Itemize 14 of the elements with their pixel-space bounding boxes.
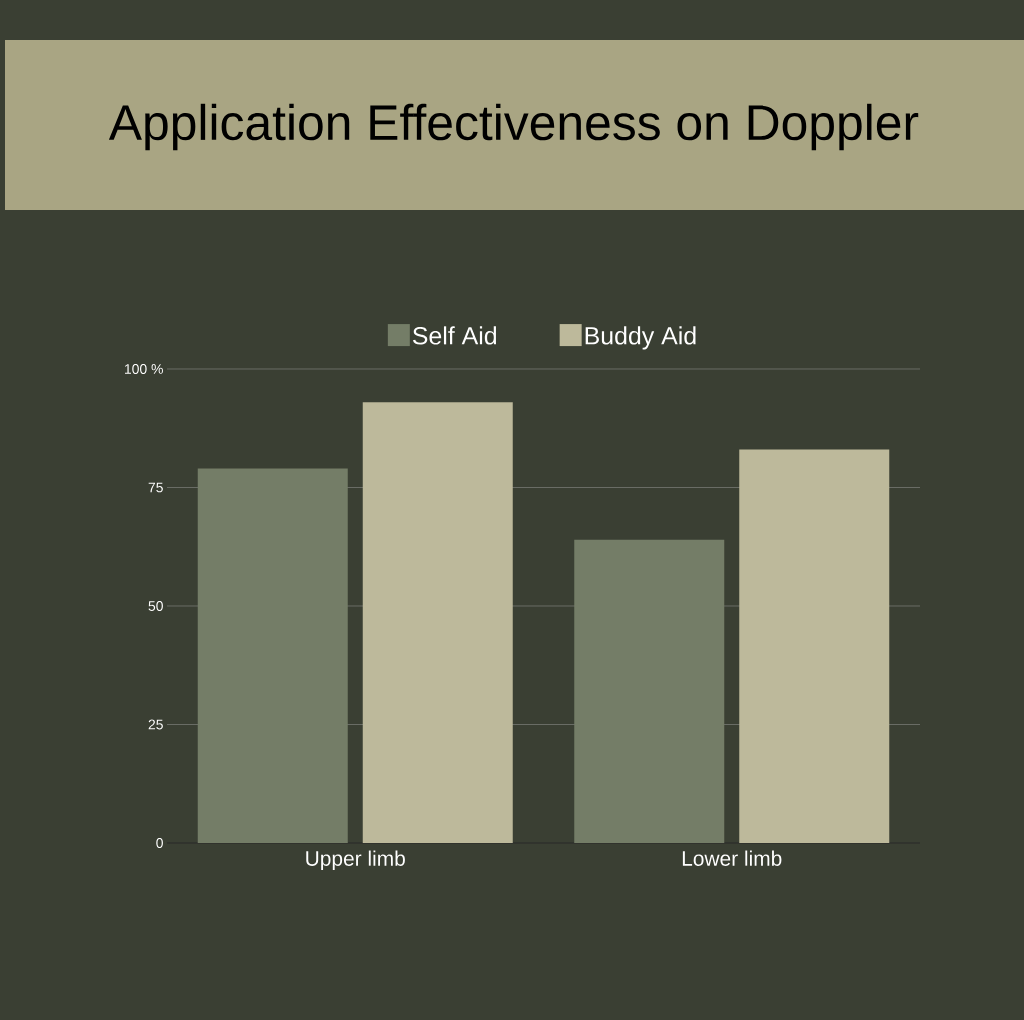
y-tick-label: 25 [148, 719, 163, 730]
bar [739, 449, 890, 843]
y-tick-label: 75 [148, 482, 163, 493]
bar [574, 539, 725, 843]
x-tick-label: Upper limb [306, 850, 405, 871]
y-tick-label: 100 % [125, 364, 163, 374]
bar [197, 468, 348, 843]
x-tick-label: Lower limb [682, 850, 782, 866]
bar [362, 402, 513, 843]
chart-title: Application Effectiveness on Doppler [108, 103, 919, 151]
legend-label: Self Aid [412, 326, 497, 345]
y-tick-label: 0 [156, 838, 163, 848]
legend-label: Buddy Aid [585, 326, 696, 350]
y-tick-label: 50 [148, 601, 163, 611]
